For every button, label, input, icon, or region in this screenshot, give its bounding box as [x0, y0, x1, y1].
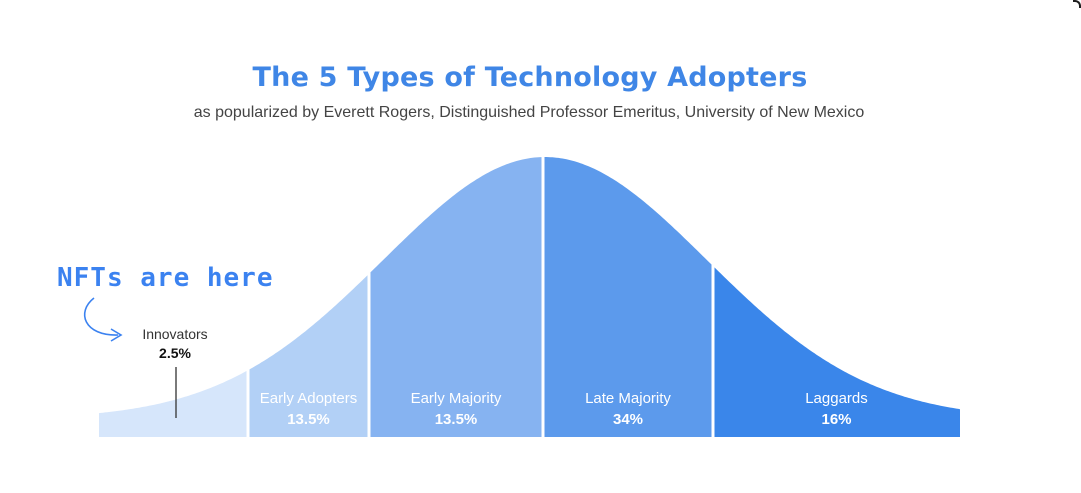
segment-late-majority	[544, 157, 712, 437]
annotation-arrow	[84, 297, 119, 336]
segment-value-early-adopters: 13.5%	[287, 411, 330, 428]
chart-subtitle: as popularized by Everett Rogers, Distin…	[193, 104, 865, 121]
innovators-value: 2.5%	[159, 345, 191, 361]
segment-value-late-majority: 34%	[613, 411, 643, 428]
segment-early-majority	[370, 157, 542, 437]
chart-title: The 5 Types of Technology Adopters	[252, 62, 808, 93]
nfts-annotation: NFTs are here	[57, 263, 274, 293]
segment-label-early-adopters: Early Adopters	[260, 390, 358, 407]
segment-innovators	[99, 371, 247, 437]
segment-value-laggards: 16%	[821, 411, 851, 428]
segment-label-late-majority: Late Majority	[585, 390, 671, 407]
segment-label-early-majority: Early Majority	[411, 390, 502, 407]
segment-value-early-majority: 13.5%	[435, 411, 478, 428]
corner-mark	[1073, 0, 1081, 8]
annotation-arrow-head	[110, 328, 123, 342]
segment-early-adopters	[249, 275, 368, 437]
segment-label-laggards: Laggards	[805, 390, 868, 407]
segment-laggards	[714, 267, 960, 437]
innovators-label: Innovators	[142, 326, 207, 342]
